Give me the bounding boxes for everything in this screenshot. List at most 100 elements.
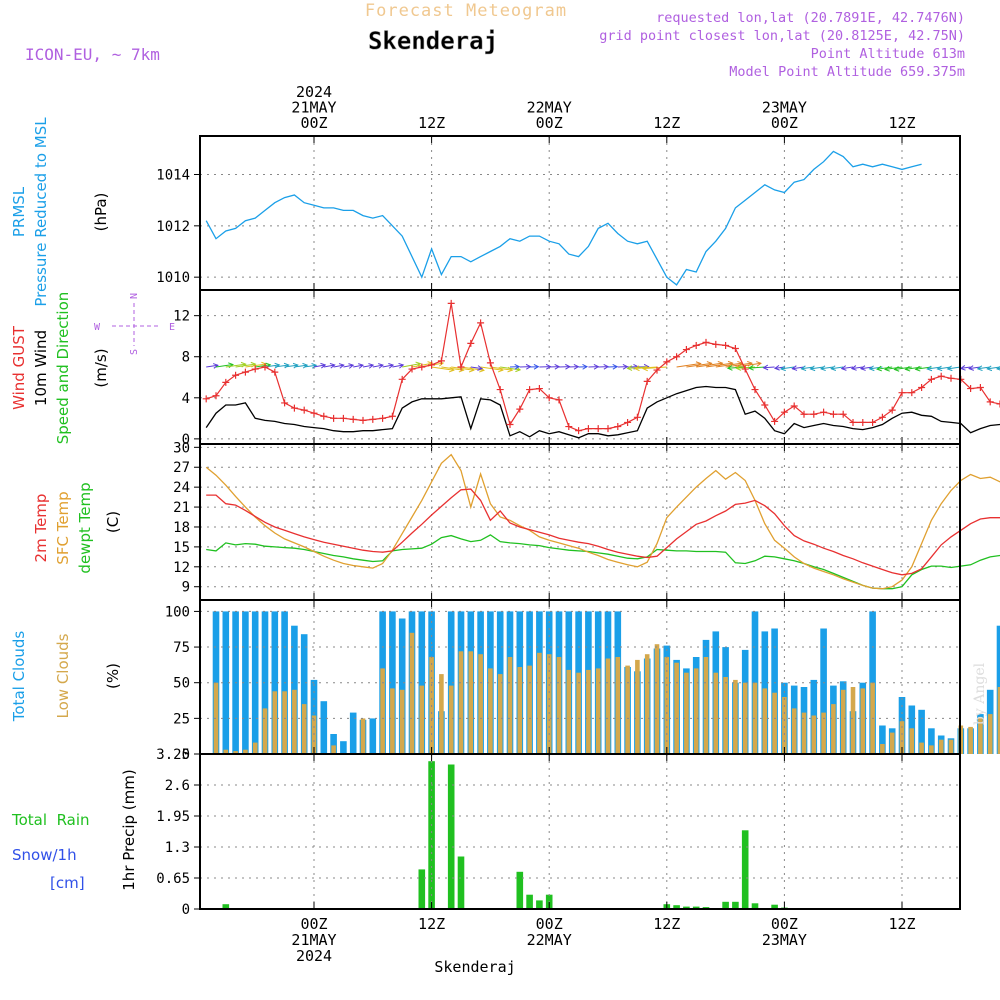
wind-arrow <box>780 366 795 370</box>
gust-marker <box>457 363 465 371</box>
total-cloud-bar <box>398 618 406 754</box>
gust-marker <box>418 363 426 371</box>
wind-arrow-head <box>986 365 993 372</box>
low-cloud-bar <box>223 749 229 754</box>
gust-marker <box>359 416 367 424</box>
gust-marker <box>202 395 210 403</box>
wind-arrow <box>885 366 903 370</box>
low-cloud-bar <box>762 688 768 754</box>
y-tick-label: 24 <box>173 480 190 496</box>
low-cloud-bar <box>233 751 238 754</box>
gust-marker <box>261 363 269 371</box>
low-cloud-bar <box>811 715 817 754</box>
top-time-label: 00Z <box>300 114 327 132</box>
wind-arrow <box>480 366 503 371</box>
wind-arrow-head <box>477 365 484 371</box>
compass-e: E <box>169 322 175 333</box>
gust-marker <box>467 339 475 347</box>
low-cloud-bar <box>409 632 415 754</box>
rain-bar <box>683 906 690 909</box>
wind-arrow-head <box>622 363 629 370</box>
low-cloud-bar <box>938 739 944 754</box>
low-cloud-bar <box>840 689 846 754</box>
total-cloud-bar <box>271 611 279 754</box>
gust-marker <box>271 368 279 376</box>
gust-marker <box>702 338 710 346</box>
wind-arrow-head <box>926 365 933 372</box>
gust-marker <box>614 423 622 431</box>
wind-arrow-head <box>329 362 336 369</box>
low-cloud-bar <box>987 714 993 754</box>
wind-arrow-head <box>612 363 619 370</box>
rain-bar <box>447 764 455 909</box>
wind-arrow <box>235 363 256 368</box>
wind-arrow-head <box>368 363 375 369</box>
bottom-time-label: 00Z <box>536 915 563 933</box>
compass-s: S <box>129 349 140 355</box>
pressure-label-prmsl: PRMSL <box>10 186 28 237</box>
bottom-time-label: 2024 <box>296 947 332 965</box>
wind-arrow <box>294 364 308 368</box>
compass-w: W <box>94 322 101 333</box>
low-cloud-bar <box>615 657 621 754</box>
gust-marker <box>437 357 445 365</box>
wind-arrow <box>792 366 805 370</box>
wind-label-unit: (m/s) <box>92 348 110 387</box>
gust-marker <box>624 418 632 426</box>
wind-arrow <box>947 366 961 370</box>
gust-marker <box>751 386 759 394</box>
rain-bar <box>741 830 749 909</box>
low-cloud-bar <box>537 652 542 754</box>
top-time-label: 12Z <box>418 114 445 132</box>
low-cloud-bar <box>635 659 640 754</box>
low-cloud-bar <box>497 674 503 754</box>
wind-arrow-head <box>850 365 857 371</box>
wind-arrow <box>877 366 893 370</box>
wind-arrow-head <box>633 365 640 372</box>
wind-arrow-head <box>748 364 754 371</box>
wind-arrow-head <box>756 361 762 367</box>
y-tick-label: 3.25 <box>156 747 190 763</box>
low-cloud-bar <box>919 742 924 754</box>
top-time-label: 2024 <box>296 83 332 101</box>
temp-2m-line <box>206 488 1000 576</box>
rain-bar <box>722 901 729 909</box>
wind-arrow <box>705 362 733 368</box>
y-tick-label: 1.95 <box>156 809 190 825</box>
wind-arrow-head <box>809 365 816 372</box>
compass-n: N <box>129 293 140 299</box>
gust-marker <box>477 319 485 327</box>
wind-arrow <box>627 366 648 369</box>
low-cloud-bar <box>292 689 297 754</box>
precip-panel: Total Rain Snow/1h [cm] 1hr Precip (mm) … <box>11 747 961 918</box>
low-cloud-bar <box>997 687 1000 754</box>
gust-marker <box>878 413 886 421</box>
gust-marker <box>869 418 877 426</box>
low-cloud-bar <box>527 665 532 754</box>
low-cloud-bar <box>517 667 523 754</box>
low-cloud-bar <box>576 672 581 754</box>
clouds-label-total: Total Clouds <box>10 631 28 723</box>
pressure-grid <box>200 136 960 290</box>
wind-series <box>202 299 1000 439</box>
low-cloud-bar <box>556 657 562 754</box>
gust-marker <box>722 341 730 349</box>
wind-arrow-head <box>936 365 943 372</box>
y-tick-label: 1.3 <box>165 840 190 856</box>
rain-bar <box>771 904 778 909</box>
wind-arrow-head <box>840 365 847 371</box>
rain-bar <box>536 900 543 909</box>
wind-panel: Wind GUST 10m Wind Speed and Direction (… <box>10 289 1000 448</box>
wind-arrow-head <box>398 362 405 369</box>
top-time-label: 12Z <box>653 114 680 132</box>
clouds-label-low: Low Clouds <box>54 633 72 718</box>
wind-arrow-head <box>348 363 355 369</box>
gust-marker <box>526 386 534 394</box>
wind-arrow <box>402 363 421 368</box>
wind-arrow-head <box>582 364 589 370</box>
wind-arrow <box>500 366 521 371</box>
low-cloud-bar <box>791 708 797 754</box>
y-tick-label: 1010 <box>156 270 190 286</box>
wind-arrow-head <box>735 365 742 371</box>
